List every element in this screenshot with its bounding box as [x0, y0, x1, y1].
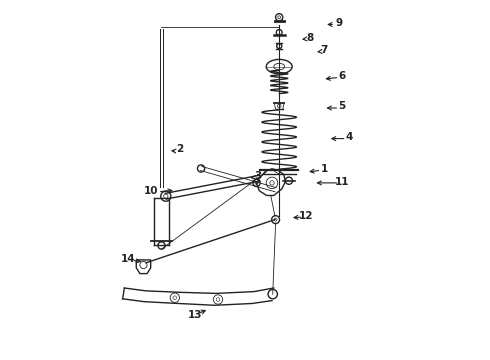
Text: 13: 13	[187, 310, 202, 320]
Text: 12: 12	[299, 211, 314, 221]
Text: 10: 10	[144, 186, 159, 196]
Text: 4: 4	[346, 132, 353, 142]
Text: 7: 7	[320, 45, 328, 55]
Text: 9: 9	[335, 18, 342, 28]
Text: 8: 8	[306, 33, 314, 43]
Text: 5: 5	[339, 101, 346, 111]
Text: 3: 3	[254, 171, 261, 181]
Text: 1: 1	[320, 164, 328, 174]
Text: 6: 6	[339, 71, 346, 81]
Text: 11: 11	[335, 177, 349, 187]
Text: 2: 2	[176, 144, 184, 154]
Text: 14: 14	[121, 254, 135, 264]
